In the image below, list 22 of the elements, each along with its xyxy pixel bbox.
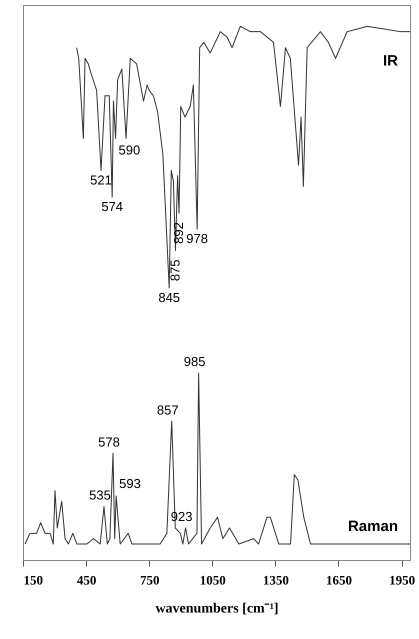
series-label: Raman xyxy=(348,518,398,535)
annotation: 857 xyxy=(156,402,179,418)
annotation: 590 xyxy=(118,142,140,158)
series-label: IR xyxy=(383,52,398,70)
annotation: 593 xyxy=(119,476,141,491)
annotation: 578 xyxy=(98,434,120,450)
x-tick-label: 1350 xyxy=(262,572,289,588)
x-tick-label: 1050 xyxy=(200,572,226,588)
annotation: 845 xyxy=(158,290,180,305)
x-tick-label: 1650 xyxy=(326,572,352,588)
annotation: 978 xyxy=(186,231,208,246)
annotation: 574 xyxy=(101,199,124,214)
annotation: 892 xyxy=(171,222,186,244)
x-tick-label: 150 xyxy=(24,572,43,588)
annotation: 875 xyxy=(167,259,182,282)
x-tick-label: 750 xyxy=(140,572,160,588)
annotation: 535 xyxy=(89,488,111,503)
annotation: 521 xyxy=(90,172,112,188)
x-tick-label: 450 xyxy=(76,572,96,588)
annotation: 985 xyxy=(184,354,206,370)
x-axis-title: wavenumbers [cm⁻¹] xyxy=(155,602,279,616)
x-tick-label: 1950 xyxy=(389,572,416,588)
